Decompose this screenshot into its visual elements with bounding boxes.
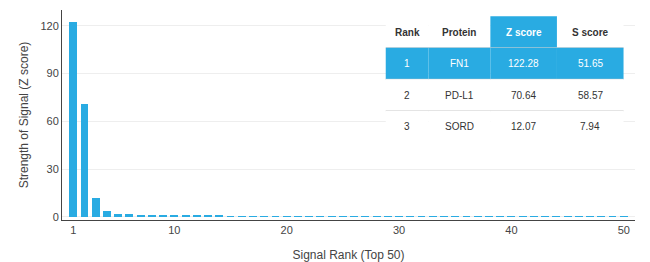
svg-text:58.57: 58.57 bbox=[578, 90, 603, 101]
svg-text:Signal Rank (Top 50): Signal Rank (Top 50) bbox=[292, 248, 404, 262]
svg-text:Protein: Protein bbox=[442, 27, 476, 38]
svg-text:FN1: FN1 bbox=[450, 58, 469, 69]
svg-text:SORD: SORD bbox=[445, 121, 474, 132]
svg-text:40: 40 bbox=[505, 224, 517, 236]
svg-text:3: 3 bbox=[404, 121, 410, 132]
svg-text:Rank: Rank bbox=[395, 27, 420, 38]
svg-text:Z score: Z score bbox=[506, 27, 542, 38]
svg-text:90: 90 bbox=[47, 67, 59, 79]
svg-text:S score: S score bbox=[572, 27, 609, 38]
svg-text:PD-L1: PD-L1 bbox=[445, 90, 474, 101]
svg-text:30: 30 bbox=[393, 224, 405, 236]
svg-text:7.94: 7.94 bbox=[580, 121, 600, 132]
svg-text:120: 120 bbox=[40, 20, 58, 32]
svg-text:122.28: 122.28 bbox=[508, 58, 539, 69]
svg-text:2: 2 bbox=[404, 90, 410, 101]
svg-text:10: 10 bbox=[168, 224, 180, 236]
svg-text:1: 1 bbox=[70, 224, 76, 236]
svg-text:70.64: 70.64 bbox=[511, 90, 536, 101]
svg-text:50: 50 bbox=[618, 224, 630, 236]
svg-text:30: 30 bbox=[47, 163, 59, 175]
svg-text:0: 0 bbox=[53, 211, 59, 223]
svg-text:1: 1 bbox=[404, 58, 410, 69]
svg-text:51.65: 51.65 bbox=[578, 58, 603, 69]
svg-text:60: 60 bbox=[47, 115, 59, 127]
svg-text:Strength of Signal (Z score): Strength of Signal (Z score) bbox=[17, 42, 31, 189]
svg-text:20: 20 bbox=[281, 224, 293, 236]
svg-text:12.07: 12.07 bbox=[511, 121, 536, 132]
